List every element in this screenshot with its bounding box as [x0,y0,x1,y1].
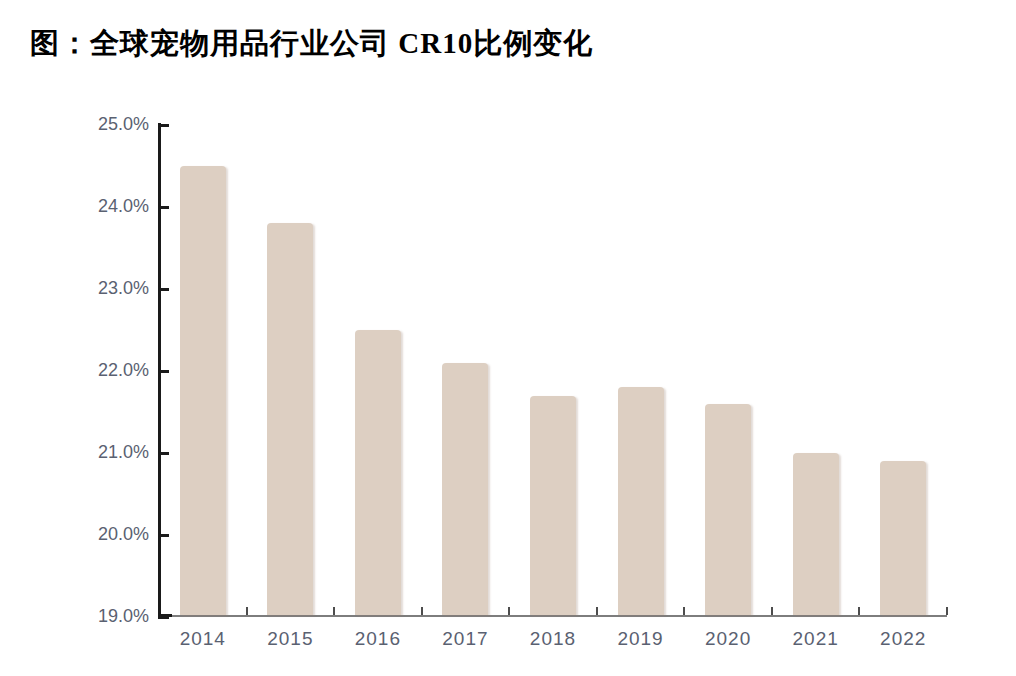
x-axis-label-2016: 2016 [334,628,422,650]
bar-2014 [180,166,226,615]
x-axis-tick [771,607,773,615]
y-axis-tick [160,124,169,127]
bar-2017 [442,363,488,615]
x-axis-label-2020: 2020 [684,628,772,650]
x-axis-tick [246,607,248,615]
y-axis-tick [160,206,169,209]
y-axis-tick-label: 25.0% [59,114,149,135]
bar-2021 [793,453,839,615]
y-axis-tick [160,370,169,373]
x-axis-label-2015: 2015 [246,628,334,650]
y-axis-tick [160,452,169,455]
x-axis-label-2019: 2019 [597,628,685,650]
x-axis-tick [596,607,598,615]
y-axis-tick-label: 23.0% [59,278,149,299]
bar-chart-plot-area: 25.0%24.0%23.0%22.0%21.0%20.0%19.0% 2014… [159,125,947,617]
y-axis-tick [160,616,169,619]
y-axis-tick-label: 19.0% [59,606,149,627]
bar-2015 [267,223,313,615]
x-axis-label-2014: 2014 [159,628,247,650]
y-axis-tick-label: 22.0% [59,360,149,381]
bar-2020 [705,404,751,615]
x-axis-line [159,615,947,617]
bar-2018 [530,396,576,615]
bar-2019 [618,387,664,615]
bar-2016 [355,330,401,615]
x-axis-tick [858,607,860,615]
x-axis-tick [421,607,423,615]
chart-title: 图：全球宠物用品行业公司 CR10比例变化 [30,24,593,64]
bar-2022 [880,461,926,615]
x-axis-tick [683,607,685,615]
x-axis-tick [946,607,948,615]
y-axis-tick-label: 21.0% [59,442,149,463]
y-axis-tick [160,534,169,537]
x-axis-label-2022: 2022 [859,628,947,650]
x-axis-label-2018: 2018 [509,628,597,650]
y-axis-tick-label: 24.0% [59,196,149,217]
y-axis-tick [160,288,169,291]
x-axis-label-2017: 2017 [421,628,509,650]
y-axis-tick-label: 20.0% [59,524,149,545]
chart-page: 图：全球宠物用品行业公司 CR10比例变化 25.0%24.0%23.0%22.… [0,0,1016,676]
x-axis-tick [333,607,335,615]
x-axis-tick [508,607,510,615]
x-axis-label-2021: 2021 [772,628,860,650]
